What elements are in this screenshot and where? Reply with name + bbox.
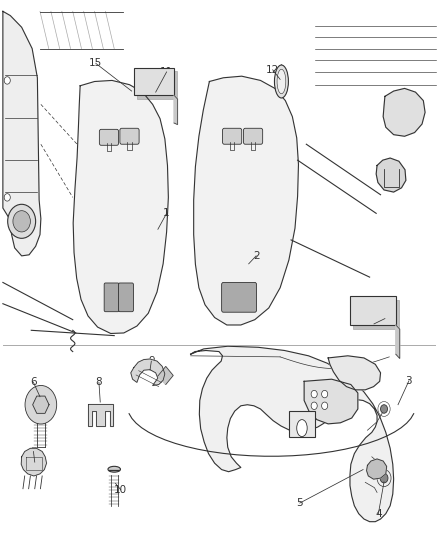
Polygon shape — [304, 379, 358, 424]
FancyBboxPatch shape — [120, 128, 139, 144]
Text: 12: 12 — [266, 65, 279, 75]
Polygon shape — [158, 367, 173, 384]
FancyBboxPatch shape — [137, 71, 177, 99]
Text: 7: 7 — [30, 447, 37, 456]
Circle shape — [13, 211, 30, 232]
Text: 5: 5 — [297, 498, 303, 508]
Circle shape — [4, 193, 11, 201]
Polygon shape — [88, 403, 113, 426]
Text: 9: 9 — [148, 356, 155, 366]
Text: 11: 11 — [160, 67, 173, 77]
FancyBboxPatch shape — [104, 283, 119, 312]
Text: 10: 10 — [114, 485, 127, 495]
Polygon shape — [396, 325, 400, 359]
FancyBboxPatch shape — [223, 128, 242, 144]
Polygon shape — [33, 396, 49, 414]
Polygon shape — [376, 158, 406, 192]
Circle shape — [321, 402, 328, 409]
Circle shape — [25, 385, 57, 424]
Circle shape — [311, 402, 317, 409]
Text: 8: 8 — [95, 377, 102, 387]
Polygon shape — [191, 346, 394, 522]
FancyBboxPatch shape — [134, 68, 174, 95]
Ellipse shape — [277, 69, 286, 94]
FancyBboxPatch shape — [350, 296, 396, 325]
Text: 4: 4 — [375, 508, 381, 519]
Polygon shape — [383, 88, 425, 136]
Ellipse shape — [297, 419, 307, 437]
Circle shape — [381, 405, 388, 413]
Text: 14: 14 — [378, 313, 392, 324]
Ellipse shape — [275, 65, 288, 98]
Text: 15: 15 — [89, 59, 102, 68]
FancyBboxPatch shape — [289, 411, 315, 437]
Text: 2: 2 — [253, 251, 259, 261]
FancyBboxPatch shape — [119, 283, 134, 312]
FancyBboxPatch shape — [353, 300, 399, 329]
FancyBboxPatch shape — [244, 128, 263, 144]
Polygon shape — [131, 359, 165, 385]
Circle shape — [4, 77, 11, 84]
Text: 3: 3 — [406, 376, 412, 386]
Circle shape — [311, 390, 317, 398]
Text: 1: 1 — [163, 208, 170, 219]
FancyBboxPatch shape — [222, 282, 257, 312]
Polygon shape — [174, 95, 177, 125]
Text: 6: 6 — [30, 377, 37, 387]
Polygon shape — [328, 356, 381, 390]
Ellipse shape — [108, 466, 120, 472]
Polygon shape — [73, 80, 168, 334]
Polygon shape — [367, 459, 387, 479]
Circle shape — [380, 473, 388, 483]
FancyBboxPatch shape — [99, 130, 119, 146]
Circle shape — [8, 204, 35, 238]
Polygon shape — [194, 76, 298, 325]
Polygon shape — [21, 448, 46, 476]
Polygon shape — [3, 11, 41, 256]
Circle shape — [321, 390, 328, 398]
